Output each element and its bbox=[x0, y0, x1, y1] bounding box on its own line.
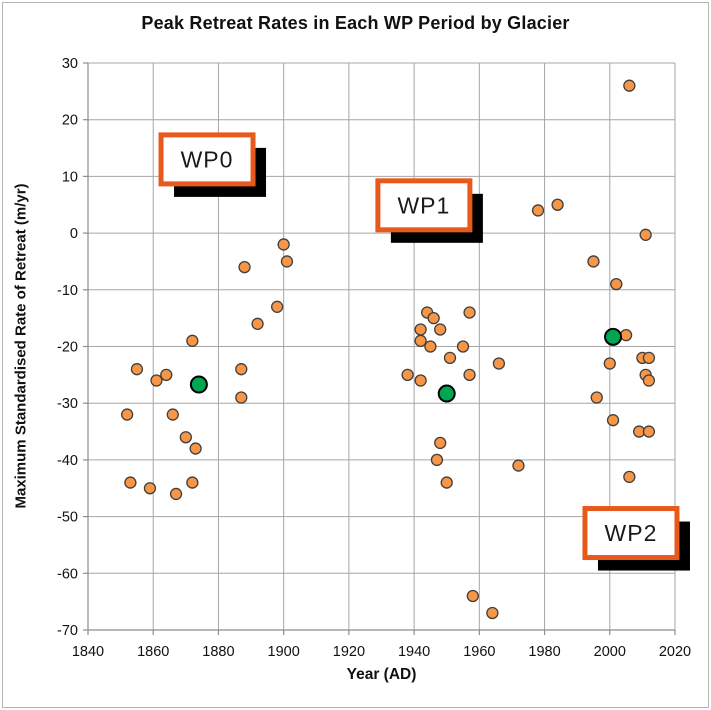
data-point bbox=[238, 260, 251, 274]
data-point bbox=[486, 606, 499, 620]
data-point bbox=[551, 198, 564, 211]
annotation-label: WP1 bbox=[397, 192, 450, 218]
y-tick-label: -60 bbox=[57, 566, 78, 582]
data-point bbox=[642, 351, 656, 364]
data-point bbox=[414, 374, 427, 387]
data-point bbox=[456, 340, 470, 353]
x-tick-label: 1940 bbox=[398, 644, 430, 660]
data-point bbox=[590, 391, 603, 404]
y-tick-label: -20 bbox=[57, 340, 78, 356]
data-point bbox=[280, 255, 294, 268]
mean-point bbox=[189, 375, 208, 394]
annotation-label: WP2 bbox=[605, 520, 658, 546]
x-tick-label: 2020 bbox=[659, 644, 691, 660]
x-tick-label: 1900 bbox=[268, 644, 300, 660]
data-point bbox=[169, 487, 183, 501]
data-point bbox=[186, 334, 199, 347]
data-point bbox=[434, 323, 447, 336]
data-point bbox=[277, 238, 290, 251]
x-axis-title: Year (AD) bbox=[346, 666, 417, 683]
x-tick-label: 1840 bbox=[72, 644, 104, 660]
y-tick-label: -70 bbox=[57, 623, 78, 639]
x-tick-label: 1960 bbox=[463, 644, 495, 660]
y-tick-label: -40 bbox=[57, 453, 78, 469]
data-point bbox=[440, 476, 453, 489]
y-tick-label: -50 bbox=[57, 510, 78, 526]
data-point bbox=[427, 311, 440, 325]
data-point bbox=[160, 368, 173, 382]
data-point bbox=[424, 340, 437, 353]
y-axis-title: Maximum Standardised Rate of Retreat (m/… bbox=[12, 183, 30, 509]
data-point bbox=[463, 368, 476, 382]
data-point bbox=[414, 334, 427, 347]
data-point bbox=[124, 476, 137, 489]
data-point bbox=[430, 453, 444, 467]
x-tick-label: 1880 bbox=[202, 644, 234, 660]
data-point bbox=[531, 204, 545, 217]
x-tick-label: 1860 bbox=[137, 644, 169, 660]
y-tick-label: 0 bbox=[70, 226, 78, 242]
y-tick-label: -10 bbox=[57, 283, 78, 299]
data-point bbox=[251, 317, 264, 330]
data-point bbox=[619, 329, 633, 342]
chart-title: Peak Retreat Rates in Each WP Period by … bbox=[141, 13, 570, 33]
data-point bbox=[189, 442, 202, 455]
mean-point bbox=[437, 384, 456, 403]
x-tick-label: 1980 bbox=[528, 644, 560, 660]
data-point bbox=[143, 482, 157, 495]
data-point bbox=[150, 374, 163, 387]
annotation-box bbox=[582, 506, 680, 561]
data-point bbox=[235, 363, 248, 376]
data-point bbox=[130, 363, 144, 376]
data-point bbox=[166, 408, 179, 421]
data-point bbox=[401, 368, 414, 382]
y-tick-label: -30 bbox=[57, 396, 78, 412]
data-point bbox=[434, 436, 447, 450]
data-point bbox=[587, 255, 600, 268]
data-point bbox=[120, 408, 134, 421]
data-point bbox=[642, 374, 656, 387]
data-point bbox=[642, 425, 656, 438]
x-tick-label: 1920 bbox=[333, 644, 365, 660]
data-point bbox=[466, 589, 479, 603]
x-tick-label: 2000 bbox=[594, 644, 626, 660]
y-tick-label: 20 bbox=[62, 113, 78, 129]
data-point bbox=[414, 323, 427, 336]
data-point bbox=[623, 470, 636, 484]
data-point bbox=[512, 459, 525, 472]
y-tick-label: 10 bbox=[62, 169, 78, 185]
mean-point bbox=[604, 327, 623, 346]
y-tick-label: 30 bbox=[62, 56, 78, 72]
data-point bbox=[623, 79, 636, 92]
data-point bbox=[639, 228, 652, 241]
data-point bbox=[606, 414, 620, 427]
annotation-label: WP0 bbox=[181, 146, 234, 172]
data-point bbox=[463, 306, 476, 319]
data-point bbox=[186, 476, 199, 489]
annotation-box bbox=[158, 132, 256, 187]
data-point bbox=[610, 277, 623, 291]
data-point bbox=[492, 357, 506, 370]
data-point bbox=[270, 300, 284, 313]
data-point bbox=[603, 357, 616, 370]
data-point bbox=[235, 391, 248, 404]
data-point bbox=[443, 351, 457, 364]
data-point bbox=[179, 431, 192, 444]
annotation-box bbox=[375, 178, 473, 233]
